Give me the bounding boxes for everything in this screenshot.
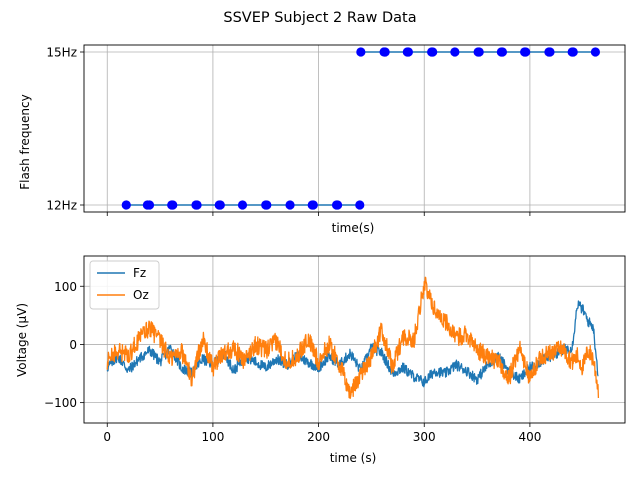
top-marker [497, 47, 508, 57]
bottom-y-tick-label: 100 [54, 280, 77, 294]
top-y-tick-label: 12Hz [46, 199, 77, 213]
legend-label-fz: Fz [133, 266, 146, 280]
bottom-axes-frame [83, 255, 626, 424]
legend: Fz Oz [89, 260, 160, 310]
bottom-panel: 0 100 200 300 400 −100 0 100 time (s) Voltage … [15, 255, 626, 465]
top-marker [144, 200, 155, 210]
top-marker [237, 200, 248, 210]
top-marker [355, 200, 365, 210]
top-marker [474, 47, 484, 57]
bottom-x-tick-label: 300 [413, 430, 436, 444]
top-marker [428, 47, 438, 57]
top-marker [332, 200, 343, 210]
top-marker [262, 200, 272, 210]
legend-label-oz: Oz [133, 288, 149, 302]
top-marker [215, 200, 225, 210]
bottom-y-tick-label: 0 [69, 338, 77, 352]
top-marker [403, 47, 413, 57]
top-marker [168, 200, 178, 210]
bottom-x-axis-label: time (s) [330, 451, 377, 465]
bottom-x-ticks: 0 100 200 300 400 [103, 423, 541, 444]
top-marker [308, 200, 318, 210]
figure-title: SSVEP Subject 2 Raw Data [223, 10, 416, 26]
bottom-x-tick-label: 0 [103, 430, 111, 444]
top-series-markers [121, 47, 601, 210]
bottom-series-lines [106, 276, 600, 400]
bottom-y-tick-label: −100 [44, 396, 77, 410]
top-marker [380, 47, 390, 57]
top-y-ticks: 12Hz 15Hz [46, 46, 84, 213]
top-x-ticks [106, 212, 531, 216]
top-axes-frame [83, 44, 626, 213]
top-marker [192, 200, 202, 210]
top-marker [450, 47, 460, 57]
top-marker [590, 47, 601, 57]
top-panel: 12Hz 15Hz time(s) Flash frequency [18, 44, 626, 235]
bottom-y-axis-label: Voltage (µV) [15, 303, 29, 377]
top-marker [356, 47, 366, 57]
top-y-axis-label: Flash frequency [18, 94, 32, 189]
top-x-axis-label: time(s) [332, 221, 375, 235]
top-marker [285, 200, 295, 210]
bottom-series-line-oz [106, 276, 600, 400]
bottom-y-ticks: −100 0 100 [44, 280, 84, 410]
top-marker [568, 47, 578, 57]
top-y-tick-label: 15Hz [46, 46, 77, 60]
bottom-x-tick-label: 200 [307, 430, 330, 444]
top-marker [121, 200, 131, 210]
top-marker [545, 47, 555, 57]
top-marker [521, 47, 531, 57]
bottom-x-tick-label: 100 [201, 430, 224, 444]
bottom-x-tick-label: 400 [518, 430, 541, 444]
